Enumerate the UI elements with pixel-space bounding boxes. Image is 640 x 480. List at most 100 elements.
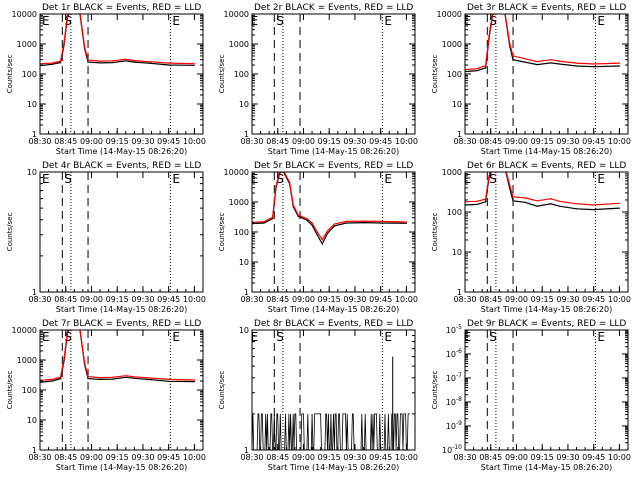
y-axis-label: Counts/sec xyxy=(218,371,226,410)
event-marker-label: S xyxy=(276,172,284,186)
data-point-events xyxy=(618,207,621,209)
data-point-lld xyxy=(275,185,277,187)
data-point-lld xyxy=(316,231,318,233)
x-axis-label: Start Time (14-May-15 08:26:20) xyxy=(56,305,187,314)
data-point-events xyxy=(263,222,265,224)
data-point-events xyxy=(476,203,478,205)
y-tick-label: 10 xyxy=(27,100,37,109)
chart-title: Det 4r BLACK = Events, RED = LLD xyxy=(42,161,201,171)
data-point-lld xyxy=(485,198,487,200)
x-tick-label: 08:30 xyxy=(240,453,263,462)
event-marker-label: E xyxy=(597,330,605,344)
data-point-events xyxy=(51,63,53,65)
x-tick-label: 09:45 xyxy=(582,295,605,304)
data-point-events xyxy=(60,378,62,380)
y-tick-label: 10-9 xyxy=(446,420,462,431)
data-point-events xyxy=(380,222,382,224)
data-point-events xyxy=(168,380,170,382)
data-point-lld xyxy=(326,230,329,232)
x-tick-label: 09:30 xyxy=(343,453,366,462)
plot-frame xyxy=(464,329,629,451)
y-tick-label: 10000 xyxy=(12,10,37,19)
y-tick-label: 100 xyxy=(22,386,37,395)
data-point-events xyxy=(593,66,595,68)
data-point-lld xyxy=(405,221,407,223)
data-point-lld xyxy=(575,203,578,205)
x-tick-label: 10:00 xyxy=(395,137,418,146)
x-tick-label: 08:45 xyxy=(479,453,502,462)
data-point-lld xyxy=(125,58,127,60)
y-tick-exponent: -9 xyxy=(456,420,462,427)
event-marker-label: S xyxy=(489,172,497,186)
x-axis-label: Start Time (14-May-15 08:26:20) xyxy=(481,305,612,314)
y-tick-label: 10000 xyxy=(224,10,249,19)
data-point-events xyxy=(297,215,299,217)
x-axis-label: Start Time (14-May-15 08:26:20) xyxy=(56,463,187,472)
data-point-lld xyxy=(111,60,113,62)
data-point-lld xyxy=(125,375,127,377)
data-point-events xyxy=(575,65,578,67)
y-tick-label: 10 xyxy=(239,258,249,267)
data-point-lld xyxy=(133,60,135,62)
x-tick-label: 09:00 xyxy=(505,137,528,146)
chart-title: Det 1r BLACK = Events, RED = LLD xyxy=(42,3,201,13)
y-tick-label: 100 xyxy=(447,208,462,217)
event-marker-label: S xyxy=(489,330,497,344)
plot-frame xyxy=(251,13,416,135)
y-axis-label: Counts/sec xyxy=(6,371,14,410)
data-point-lld xyxy=(51,62,53,64)
data-point-events xyxy=(345,222,347,224)
x-tick-label: 09:15 xyxy=(531,137,554,146)
event-marker-label: E xyxy=(384,172,392,186)
x-tick-label: 09:30 xyxy=(131,137,154,146)
event-marker-label: S xyxy=(64,330,72,344)
data-point-events xyxy=(272,218,274,220)
x-tick-label: 09:15 xyxy=(106,137,129,146)
data-point-events xyxy=(536,205,538,207)
x-tick-label: 09:00 xyxy=(292,453,315,462)
x-tick-label: 09:30 xyxy=(131,295,154,304)
x-tick-label: 08:45 xyxy=(54,137,77,146)
y-tick-label: 10-5 xyxy=(446,324,462,335)
x-axis-label: Start Time (14-May-15 08:26:20) xyxy=(268,305,399,314)
data-point-lld xyxy=(311,222,313,224)
data-point-lld xyxy=(509,184,511,186)
x-axis-label: Start Time (14-May-15 08:26:20) xyxy=(481,147,612,156)
x-tick-label: 10:00 xyxy=(608,453,631,462)
x-tick-label: 08:30 xyxy=(453,453,476,462)
event-marker-label: E xyxy=(384,14,392,28)
data-point-lld xyxy=(476,200,478,202)
x-tick-label: 09:15 xyxy=(318,453,341,462)
x-tick-label: 09:45 xyxy=(582,137,605,146)
data-point-events xyxy=(512,59,514,61)
x-tick-label: 08:45 xyxy=(479,295,502,304)
y-tick-label: 1 xyxy=(457,130,462,139)
x-tick-label: 10:00 xyxy=(395,453,418,462)
data-point-lld xyxy=(84,46,86,48)
data-point-lld xyxy=(485,65,487,67)
y-tick-label: 100 xyxy=(234,228,249,237)
data-point-lld xyxy=(297,214,299,216)
x-tick-label: 09:45 xyxy=(157,137,180,146)
data-point-lld xyxy=(558,60,561,62)
x-axis-label: Start Time (14-May-15 08:26:20) xyxy=(268,463,399,472)
event-marker-label: E xyxy=(42,172,50,186)
event-marker-label: E xyxy=(172,172,180,186)
y-tick-label: 10-8 xyxy=(446,396,462,407)
data-point-events xyxy=(593,209,595,211)
data-point-events xyxy=(485,201,487,203)
data-point-lld xyxy=(536,61,538,63)
x-axis-label: Start Time (14-May-15 08:26:20) xyxy=(268,147,399,156)
y-tick-label: 1 xyxy=(244,446,249,455)
data-point-events xyxy=(321,243,323,245)
y-tick-exponent: -6 xyxy=(456,348,462,355)
event-marker-label: S xyxy=(276,14,284,28)
x-tick-label: 09:30 xyxy=(343,295,366,304)
x-tick-label: 09:30 xyxy=(131,453,154,462)
data-point-events xyxy=(306,219,308,221)
event-marker-label: E xyxy=(172,330,180,344)
